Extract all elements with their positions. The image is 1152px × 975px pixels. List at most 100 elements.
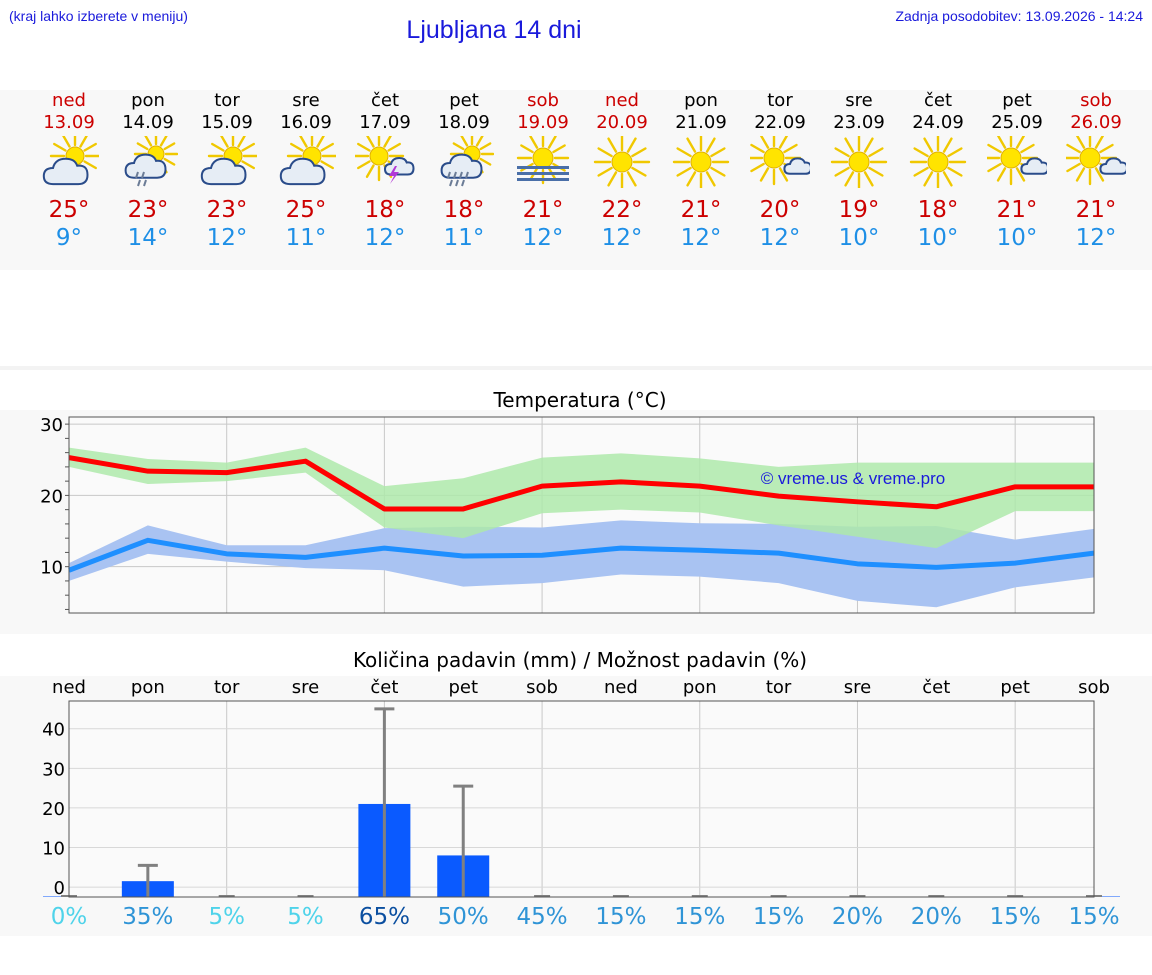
day-date: 19.09 (517, 112, 569, 133)
max-temperature: 21° (522, 197, 564, 223)
x-category-label: sob (1078, 677, 1110, 698)
precipitation-probability: 20% (831, 904, 884, 930)
x-category-label: čet (370, 677, 398, 698)
min-temperature: 12° (522, 225, 564, 251)
cloudy-rain-icon (118, 131, 179, 188)
sun-icon (829, 133, 889, 191)
day-name: sre (292, 90, 320, 111)
y-tick-label: 20 (42, 799, 65, 820)
y-tick-label: 0 (54, 878, 65, 899)
max-temperature-line (68, 455, 1094, 512)
max-temperature: 23° (206, 197, 248, 223)
max-temperature: 19° (838, 197, 880, 223)
min-temperature: 12° (680, 225, 722, 251)
day-column: ned 13.09 25° 9° (29, 90, 109, 252)
precipitation-probability: 15% (753, 904, 805, 930)
plot-frame (68, 416, 1095, 614)
max-temperature: 18° (917, 197, 959, 223)
precipitation-probability: 5% (287, 904, 324, 930)
partly-cloudy-icon (39, 130, 101, 188)
precipitation-probability: 50% (437, 904, 489, 930)
min-temperature: 11° (285, 225, 327, 251)
y-tick-label: 10 (42, 839, 65, 860)
precipitation-probability: 15% (989, 904, 1041, 930)
min-temperature: 12° (206, 225, 248, 251)
day-column: pon 14.09 23° 14° (108, 90, 188, 252)
y-tick-label: 10 (40, 558, 63, 579)
min-temperature: 11° (443, 225, 485, 251)
day-date: 18.09 (438, 112, 490, 133)
divider (0, 366, 1152, 370)
precipitation-probability: 5% (208, 904, 245, 930)
day-date: 20.09 (596, 112, 648, 133)
precipitation-probability: 15% (1068, 904, 1120, 930)
min-temperature: 12° (759, 225, 801, 251)
fog-sun-icon (513, 131, 573, 188)
x-category-label: sre (292, 677, 319, 698)
day-column: tor 22.09 20° 12° (740, 90, 820, 252)
heavy-rain-icon (434, 131, 495, 188)
temperature-chart-title: Temperatura (°C) (493, 388, 667, 412)
x-category-label: pet (448, 677, 478, 698)
day-name: sob (527, 90, 559, 111)
day-column: sre 23.09 19° 10° (819, 90, 899, 252)
day-name: čet (923, 90, 953, 111)
partly-cloudy-icon (276, 130, 338, 188)
last-updated: Zadnja posodobitev: 13.09.2026 - 14:24 (895, 8, 1143, 24)
x-category-label: sre (844, 677, 871, 698)
day-column: sre 16.09 25° 11° (266, 90, 346, 252)
precipitation-chart: 40 30 20 10 0 ned pon tor sre čet pet sob ned pon tor s… (0, 676, 1152, 936)
day-name: čet (370, 90, 400, 111)
x-category-label: pon (683, 677, 717, 698)
day-column: pet 25.09 21° 10° (977, 90, 1057, 252)
partly-cloudy-icon (197, 130, 259, 188)
day-name: tor (767, 90, 793, 111)
day-date: 26.09 (1070, 112, 1122, 133)
day-name: pet (449, 90, 479, 111)
min-temperature-band (69, 520, 1094, 608)
x-category-label: pon (131, 677, 165, 698)
min-temperature: 14° (127, 225, 169, 251)
y-tick-label: 30 (40, 415, 63, 436)
sun-icon (671, 133, 731, 191)
day-column: čet 24.09 18° 10° (898, 90, 978, 252)
day-column: pet 18.09 18° 11° (424, 90, 504, 252)
precipitation-probability: 0% (50, 904, 88, 930)
x-category-label: sob (526, 677, 558, 698)
precipitation-probability: 20% (910, 904, 962, 930)
thunderstorm-icon (353, 130, 415, 188)
precipitation-chart-title: Količina padavin (mm) / Možnost padavin … (352, 648, 808, 672)
precipitation-probability: 15% (595, 904, 647, 930)
min-temperature: 10° (917, 225, 959, 251)
day-name: pon (131, 90, 165, 111)
x-category-label: tor (214, 677, 240, 698)
day-date: 17.09 (359, 112, 411, 133)
x-category-label: ned (604, 677, 638, 698)
sun-icon (592, 133, 652, 191)
min-temperature: 12° (1075, 225, 1117, 251)
day-date: 15.09 (201, 112, 253, 133)
precipitation-probability: 45% (516, 904, 568, 930)
max-temperature: 20° (759, 197, 801, 223)
y-tick-label: 20 (40, 486, 63, 507)
day-name: sob (1080, 90, 1112, 111)
day-date: 21.09 (675, 112, 727, 133)
min-temperature: 10° (996, 225, 1038, 251)
max-temperature: 21° (1075, 197, 1117, 223)
day-date: 25.09 (991, 112, 1043, 133)
min-temperature-line (68, 537, 1095, 573)
day-date: 13.09 (43, 112, 95, 133)
day-date: 23.09 (833, 112, 885, 133)
day-name: ned (52, 90, 86, 111)
x-category-label: čet (922, 677, 950, 698)
max-temperature: 25° (285, 197, 327, 223)
day-column: tor 15.09 23° 12° (187, 90, 267, 252)
sun-small-cloud-icon (983, 130, 1050, 188)
max-temperature: 23° (127, 197, 169, 223)
min-temperature: 12° (364, 225, 406, 251)
sun-icon (908, 133, 968, 191)
day-column: pon 21.09 21° 12° (661, 90, 741, 252)
day-name: sre (845, 90, 873, 111)
day-date: 22.09 (754, 112, 806, 133)
